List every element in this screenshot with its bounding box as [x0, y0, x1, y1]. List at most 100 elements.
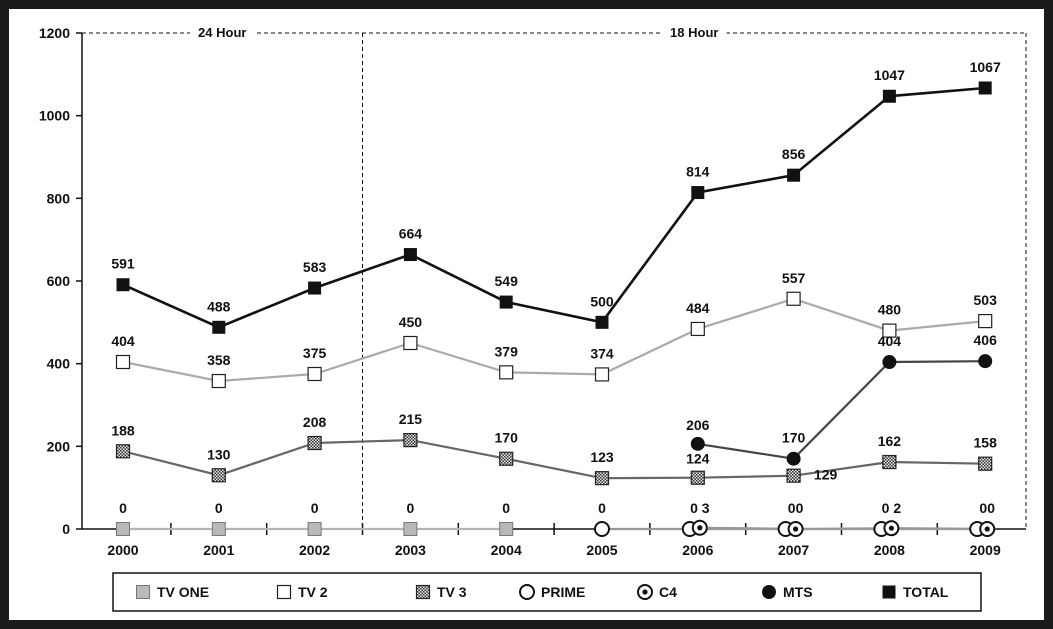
x-tick-label: 2003 — [395, 542, 426, 558]
series-lines — [122, 86, 996, 531]
marker-tv-3 — [786, 468, 801, 483]
data-label-tv-2: 374 — [590, 345, 614, 361]
y-tick-label: 200 — [47, 438, 71, 454]
marker-total — [882, 89, 896, 103]
marker-tv-2 — [403, 335, 418, 351]
marker-tv-2 — [115, 354, 131, 370]
marker-tv-3 — [882, 454, 897, 470]
marker-tv-3 — [594, 471, 610, 486]
marker-tv-3 — [211, 468, 226, 483]
marker-tv-3 — [690, 470, 705, 485]
y-tick-label: 400 — [47, 356, 71, 372]
marker-mts — [882, 355, 897, 370]
marker-tv-2 — [882, 323, 897, 338]
marker-tv-2 — [690, 321, 705, 337]
marker-mts — [978, 354, 993, 369]
data-label-tv-one: 0 — [119, 500, 127, 516]
marker-tv-3 — [415, 584, 431, 600]
marker-tv-2 — [211, 373, 226, 389]
series-markers — [115, 81, 996, 537]
marker-mts — [762, 585, 776, 599]
data-label-total: 549 — [495, 273, 519, 289]
x-tick-label: 2006 — [682, 542, 713, 558]
marker-tv-2 — [786, 291, 801, 306]
band-label: 18 Hour — [670, 25, 718, 40]
data-label-tv-one: 0 — [407, 500, 415, 516]
data-label-tv-2: 484 — [686, 300, 710, 316]
data-label-tv-2: 480 — [878, 302, 902, 318]
data-label-tv-3: 170 — [495, 430, 519, 446]
marker-tv-2 — [276, 584, 292, 600]
data-label-total: 664 — [399, 226, 423, 242]
legend-entry-total: TOTAL — [903, 584, 949, 600]
legend-entry-mts: MTS — [783, 584, 813, 600]
data-label-tv-2: 503 — [974, 292, 998, 308]
marker-total — [403, 248, 417, 262]
data-label-tv-one: 0 — [311, 500, 319, 516]
line-tv-2 — [122, 297, 986, 383]
marker-tv-2 — [307, 366, 322, 382]
marker-total — [595, 315, 609, 329]
data-label-tv-3: 162 — [878, 433, 902, 449]
legend-box — [112, 572, 982, 612]
marker-total — [116, 278, 130, 292]
marker-tv-one — [211, 522, 226, 536]
data-label-tv-3: 215 — [399, 411, 423, 427]
x-tick-label: 2000 — [107, 542, 138, 558]
marker-c4-dot — [793, 526, 799, 532]
y-tick-label: 1000 — [39, 108, 70, 124]
line-tv-3 — [122, 438, 986, 480]
data-label-mts: 406 — [974, 332, 998, 348]
band-label-bg — [190, 24, 255, 40]
band-label-bg — [662, 24, 727, 40]
data-label-total: 488 — [207, 298, 231, 314]
data-label-c4: 00 — [788, 500, 804, 516]
x-tick-label: 2002 — [299, 542, 330, 558]
data-label-tv-3: 188 — [111, 422, 135, 438]
marker-mts — [690, 436, 705, 451]
data-label-c4: 00 — [979, 500, 995, 516]
data-label-total: 1047 — [874, 67, 905, 83]
y-tick-label: 0 — [62, 521, 70, 537]
legend-entry-tv-one: TV ONE — [157, 584, 209, 600]
legend-entry-c4: C4 — [659, 584, 677, 600]
marker-tv-one — [499, 522, 514, 536]
data-label-tv-2: 375 — [303, 345, 327, 361]
data-label-tv-one: 0 — [502, 500, 510, 516]
y-tick-label: 800 — [47, 190, 71, 206]
marker-tv-2 — [978, 313, 993, 329]
marker-total — [308, 281, 322, 295]
data-label-mts: 206 — [686, 417, 710, 433]
data-label-tv-2: 358 — [207, 352, 231, 368]
data-label-tv-3: 123 — [590, 449, 614, 465]
marker-tv-2 — [499, 365, 514, 380]
marker-total — [212, 320, 226, 334]
line-mts — [697, 360, 986, 460]
marker-c4-dot — [697, 525, 703, 531]
data-label-mts: 170 — [782, 430, 806, 446]
data-label-c4: 0 3 — [690, 500, 710, 516]
marker-tv-one — [136, 585, 150, 599]
marker-tv-3 — [499, 451, 514, 466]
marker-total — [882, 585, 896, 599]
y-tick-label: 1200 — [39, 25, 70, 41]
data-label-tv-3: 208 — [303, 414, 327, 430]
data-label-tv-3: 130 — [207, 446, 231, 462]
marker-tv-3 — [115, 444, 131, 459]
data-label-tv-2: 404 — [111, 333, 135, 349]
data-label-mts: 404 — [878, 333, 902, 349]
legend-entry-prime: PRIME — [541, 584, 585, 600]
marker-tv-one — [116, 522, 130, 536]
marker-total — [499, 295, 513, 309]
marker-tv-3 — [307, 435, 322, 451]
legend-entry-tv-2: TV 2 — [298, 584, 328, 600]
marker-prime — [519, 584, 535, 600]
line-total — [122, 86, 986, 329]
line-c4 — [707, 526, 996, 531]
x-tick-label: 2004 — [491, 542, 522, 558]
data-label-total: 500 — [590, 293, 614, 309]
band-label: 24 Hour — [198, 25, 246, 40]
data-label-total: 814 — [686, 164, 710, 180]
data-label-tv-2: 379 — [495, 343, 519, 359]
